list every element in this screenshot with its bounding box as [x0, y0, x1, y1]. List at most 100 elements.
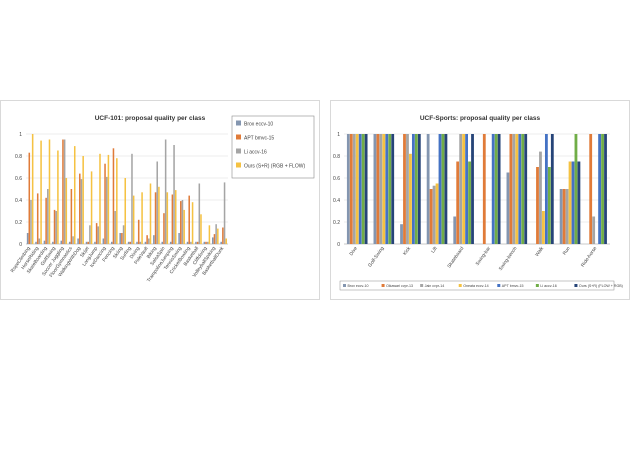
bar-kick-oikawari-cvpr-13 — [403, 134, 406, 244]
bar-ropeclimbing-apt-bmvc-15 — [28, 152, 31, 244]
bar-ride-horse-li-accv-16 — [601, 134, 604, 244]
bar-cliffdiving-apt-bmvc-15 — [205, 241, 207, 244]
bar-trampolinejumping-apt-bmvc-15 — [171, 194, 174, 244]
y-tick-label: 0.4 — [333, 198, 340, 204]
bar-walkingwithdog-brox-eccv-10 — [77, 238, 79, 244]
bar-diving-li-accv-16 — [139, 241, 142, 244]
x-ticks: RopeClimbingHorseRidingSkateBoardingGolf… — [10, 245, 226, 283]
bar-skateboarding-brox-eccv-10 — [43, 240, 46, 244]
legend-label: Ours (S+R) (FLOW + RGB) — [579, 284, 623, 288]
bar-swing-bench-li-accv-16 — [521, 134, 525, 244]
legend-swatch — [420, 284, 424, 287]
bar-skateboard-li-accv-16 — [468, 161, 471, 244]
bar-walkingwithdog-apt-bmvc-15 — [79, 173, 81, 244]
bar-salsaspin-li-accv-16 — [164, 139, 167, 244]
y-ticks: 0 0.2 0.4 0.6 0.8 1 — [15, 132, 22, 248]
bar-walkingwithdog-li-accv-16 — [80, 179, 83, 244]
bar-run-oneata-eccv-14 — [568, 161, 572, 244]
bar-ropeclimbing-ours-s-r-rgb-flow — [31, 134, 34, 244]
legend-label: Li accv-16 — [540, 284, 556, 288]
bar-skateboard-brox-eccv-10 — [453, 216, 457, 244]
bar-run-ours-s-r-flow-rgb — [577, 161, 581, 244]
x-tick-label: Lift — [430, 245, 439, 254]
bar-salsaspin-apt-bmvc-15 — [163, 213, 165, 244]
legend-swatch — [381, 284, 385, 287]
bar-basketballdunk-brox-eccv-10 — [220, 241, 222, 244]
y-tick-label: 0.6 — [15, 176, 22, 182]
bar-kick-apt-bmvc-15 — [411, 134, 415, 244]
bar-walk-ours-s-r-flow-rgb — [550, 134, 554, 244]
y-tick-label: 0 — [19, 242, 22, 248]
bar-surfing-ours-s-r-rgb-flow — [132, 195, 135, 244]
legend-swatch — [343, 284, 346, 287]
y-tick-label: 0.8 — [333, 154, 340, 160]
bar-horseriding-li-accv-16 — [38, 238, 41, 244]
legend-swatch — [497, 284, 501, 287]
bar-golfswing-brox-eccv-10 — [52, 241, 54, 244]
bar-dive-ours-s-r-flow-rgb — [364, 134, 368, 244]
bar-skiing-apt-bmvc-15 — [121, 233, 123, 244]
bar-longjump-li-accv-16 — [97, 226, 100, 244]
bar-kick-jain-cvpr-14 — [406, 134, 409, 244]
bar-fencing-brox-eccv-10 — [111, 241, 113, 244]
bar-skiing-brox-eccv-10 — [119, 233, 121, 244]
y-tick-label: 0.4 — [15, 198, 22, 204]
bar-skijet-li-accv-16 — [89, 225, 91, 244]
bar-volleyballspiking-ours-s-r-rgb-flow — [217, 228, 219, 244]
bar-soccer-juggling-ours-s-r-rgb-flow — [65, 178, 68, 244]
bar-horseriding-apt-bmvc-15 — [36, 193, 39, 244]
bar-ropeclimbing-li-accv-16 — [30, 200, 32, 244]
bar-ride-horse-jain-cvpr-14 — [592, 216, 596, 244]
legend-label: APT bmvc-15 — [502, 284, 524, 288]
bar-floorgymnastics-ours-s-r-rgb-flow — [73, 146, 76, 244]
bar-biking-li-accv-16 — [156, 161, 158, 244]
bar-skateboarding-apt-bmvc-15 — [45, 197, 47, 244]
bar-golf-swing-brox-eccv-10 — [373, 134, 377, 244]
ucf-sports-chart: UCF-Sports: proposal quality per class 0… — [330, 100, 630, 300]
bar-floorgymnastics-li-accv-16 — [72, 236, 74, 244]
bar-swing-bench-ours-s-r-flow-rgb — [524, 134, 528, 244]
bar-dive-oneata-eccv-14 — [355, 134, 359, 244]
bar-salsaspin-ours-s-r-rgb-flow — [166, 192, 169, 244]
bar-cliffdiving-brox-eccv-10 — [203, 241, 206, 244]
y-tick-label: 0.6 — [333, 176, 340, 182]
bar-lift-jain-cvpr-14 — [432, 185, 436, 244]
x-tick-label: Walk — [534, 245, 545, 258]
legend-swatch — [236, 134, 241, 140]
legend-label: Oneata eccv-14 — [463, 284, 488, 288]
bar-ride-horse-oikawari-cvpr-13 — [589, 134, 593, 244]
bar-swing-bench-brox-eccv-10 — [506, 172, 510, 244]
bar-dive-li-accv-16 — [361, 134, 365, 244]
legend-label: Oikawari cvpr-13 — [386, 284, 413, 288]
bar-skateboard-ours-s-r-flow-rgb — [471, 134, 474, 244]
bar-swing-bench-oikawari-cvpr-13 — [509, 134, 513, 244]
legend-swatch — [458, 284, 462, 287]
bar-swing-bar-oikawari-cvpr-13 — [482, 134, 486, 244]
bar-biking-apt-bmvc-15 — [154, 192, 157, 244]
bar-biking-ours-s-r-rgb-flow — [158, 186, 160, 244]
bar-floorgymnastics-brox-eccv-10 — [68, 241, 71, 244]
bar-cliffdiving-li-accv-16 — [206, 241, 209, 244]
bar-dive-apt-bmvc-15 — [358, 134, 362, 244]
bar-walk-li-accv-16 — [547, 167, 551, 244]
bar-ropeclimbing-brox-eccv-10 — [26, 233, 29, 244]
bar-dive-jain-cvpr-14 — [352, 134, 356, 244]
y-ticks: 0 0.2 0.4 0.6 0.8 1 — [333, 132, 340, 248]
bar-cricketbowling-apt-bmvc-15 — [188, 195, 190, 244]
bar-tennisswing-li-accv-16 — [181, 200, 184, 244]
bar-kick-ours-s-r-flow-rgb — [417, 134, 421, 244]
bar-lift-oneata-eccv-14 — [435, 183, 439, 244]
y-tick-label: 0.2 — [333, 220, 340, 226]
bar-swing-bar-ours-s-r-flow-rgb — [497, 134, 501, 244]
bars — [26, 134, 228, 244]
bar-polevault-ours-s-r-rgb-flow — [149, 183, 152, 244]
bar-longjump-apt-bmvc-15 — [95, 223, 98, 244]
bar-golf-swing-jain-cvpr-14 — [379, 134, 383, 244]
y-tick-label: 1 — [19, 132, 22, 138]
bar-lift-oikawari-cvpr-13 — [429, 189, 433, 244]
bar-lift-ours-s-r-flow-rgb — [444, 134, 448, 244]
bar-basketballdunk-apt-bmvc-15 — [222, 227, 224, 244]
legend-label: Jain cvpr-14 — [425, 284, 445, 288]
bar-cricketbowling-brox-eccv-10 — [186, 241, 189, 244]
bar-fencing-li-accv-16 — [114, 211, 116, 244]
